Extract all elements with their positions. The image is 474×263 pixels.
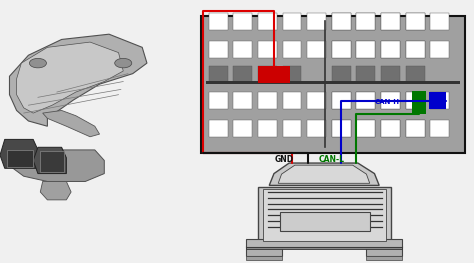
Bar xyxy=(258,13,277,30)
Bar xyxy=(381,92,400,109)
Bar xyxy=(430,120,449,137)
Bar xyxy=(307,13,326,30)
Bar xyxy=(406,120,425,137)
Polygon shape xyxy=(33,147,66,174)
Bar xyxy=(283,41,301,58)
Bar xyxy=(209,66,228,83)
Bar xyxy=(246,247,402,249)
Bar xyxy=(40,151,64,172)
Bar xyxy=(246,246,282,256)
Polygon shape xyxy=(43,110,100,137)
Bar xyxy=(332,41,351,58)
Polygon shape xyxy=(0,139,38,168)
Bar xyxy=(381,13,400,30)
Bar xyxy=(7,150,33,167)
Bar xyxy=(209,120,228,137)
Bar xyxy=(356,41,375,58)
Bar xyxy=(406,41,425,58)
Bar xyxy=(381,120,400,137)
Bar xyxy=(283,66,301,83)
Bar xyxy=(201,16,465,153)
Bar xyxy=(406,92,425,109)
Polygon shape xyxy=(9,34,147,126)
Bar xyxy=(356,66,375,83)
Bar xyxy=(381,120,400,137)
Bar xyxy=(258,66,277,83)
Bar xyxy=(381,13,400,30)
Bar xyxy=(381,66,400,83)
Polygon shape xyxy=(269,163,379,185)
Bar xyxy=(356,120,375,137)
Bar xyxy=(307,41,326,58)
Bar xyxy=(209,41,228,58)
Text: CAN-L: CAN-L xyxy=(319,155,345,164)
Bar xyxy=(209,13,228,30)
Polygon shape xyxy=(9,150,104,181)
Bar xyxy=(307,120,326,137)
Bar xyxy=(412,91,426,114)
Bar xyxy=(263,189,386,241)
Bar xyxy=(356,92,375,109)
Bar xyxy=(366,256,402,260)
Bar xyxy=(233,92,252,109)
Bar xyxy=(206,81,460,83)
Bar xyxy=(332,92,351,109)
Bar xyxy=(283,120,301,137)
Polygon shape xyxy=(278,165,370,183)
Bar xyxy=(406,120,425,137)
Bar xyxy=(356,13,375,30)
Bar xyxy=(406,13,425,30)
Bar xyxy=(233,66,252,83)
Bar xyxy=(430,13,449,30)
Bar xyxy=(406,13,425,30)
Text: CAN-H: CAN-H xyxy=(374,99,400,105)
Bar xyxy=(381,41,400,58)
Bar xyxy=(246,256,282,260)
Bar xyxy=(332,41,351,58)
Bar xyxy=(430,92,449,109)
Bar xyxy=(233,41,252,58)
Bar xyxy=(332,13,351,30)
Text: GND: GND xyxy=(275,155,294,164)
Bar xyxy=(381,92,400,109)
Bar xyxy=(406,66,425,83)
Bar xyxy=(233,13,252,30)
Bar xyxy=(332,120,351,137)
Bar xyxy=(258,120,277,137)
Circle shape xyxy=(115,58,132,68)
Bar xyxy=(366,246,402,256)
Bar xyxy=(429,92,446,109)
Bar xyxy=(233,120,252,137)
Bar xyxy=(406,41,425,58)
Bar xyxy=(283,13,301,30)
Bar xyxy=(332,13,351,30)
Bar xyxy=(430,41,449,58)
Bar xyxy=(246,239,402,247)
Bar xyxy=(356,92,375,109)
Bar xyxy=(209,92,228,109)
Bar xyxy=(356,41,375,58)
Bar xyxy=(381,41,400,58)
Bar xyxy=(332,66,351,83)
Polygon shape xyxy=(17,42,123,113)
Bar xyxy=(332,92,351,109)
Bar xyxy=(280,212,370,231)
Bar xyxy=(258,66,290,83)
Bar xyxy=(356,120,375,137)
Bar xyxy=(332,120,351,137)
Bar xyxy=(406,92,425,109)
Bar xyxy=(356,13,375,30)
Polygon shape xyxy=(40,181,71,200)
Bar xyxy=(206,82,460,84)
Bar xyxy=(283,92,301,109)
Bar xyxy=(258,92,277,109)
Bar xyxy=(258,187,391,245)
Bar xyxy=(258,41,277,58)
Circle shape xyxy=(29,58,46,68)
Bar xyxy=(307,92,326,109)
